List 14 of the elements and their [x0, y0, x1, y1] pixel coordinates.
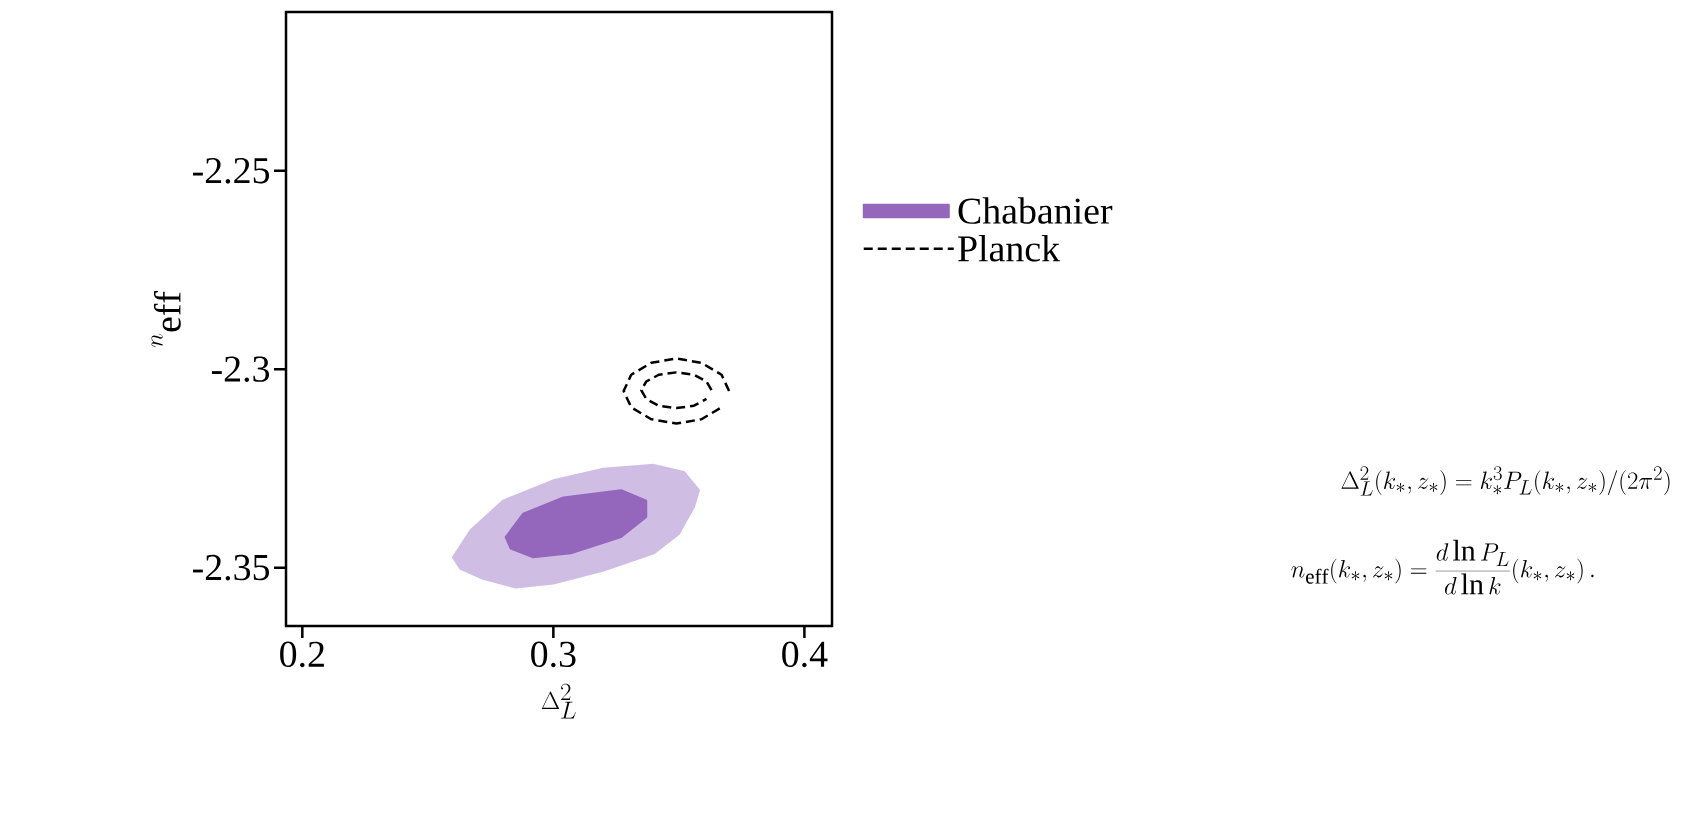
y-axis-title: $n_{\rm eff}$ [151, 291, 181, 347]
x-axis-title: $\Delta_L^2$ [541, 683, 576, 719]
y-tick-label: -2.25 [193, 157, 269, 184]
line-series [639, 371, 713, 410]
text: $\Delta_L^2(k_*, z_*) = k_*^3 P_L(k_*, z_*)/(2\pi^2)$ [1341, 466, 1670, 496]
text: $n_{\rm eff}(k_*, z_*) = \frac{d\ln P_L}{d\ln k}(k_*, z_*)\,.$ [1291, 539, 1594, 595]
x-tick-label: 0.4 [782, 641, 828, 668]
y-tick-label: -2.3 [211, 356, 269, 382]
x-tick-label: 0.2 [280, 641, 324, 668]
x-tick-label: 0.3 [531, 641, 576, 668]
line-series [622, 357, 731, 425]
y-tick-label: -2.35 [193, 554, 269, 581]
legend-label: Planck [958, 234, 1061, 262]
legend-label: Chabanier [958, 197, 1113, 224]
